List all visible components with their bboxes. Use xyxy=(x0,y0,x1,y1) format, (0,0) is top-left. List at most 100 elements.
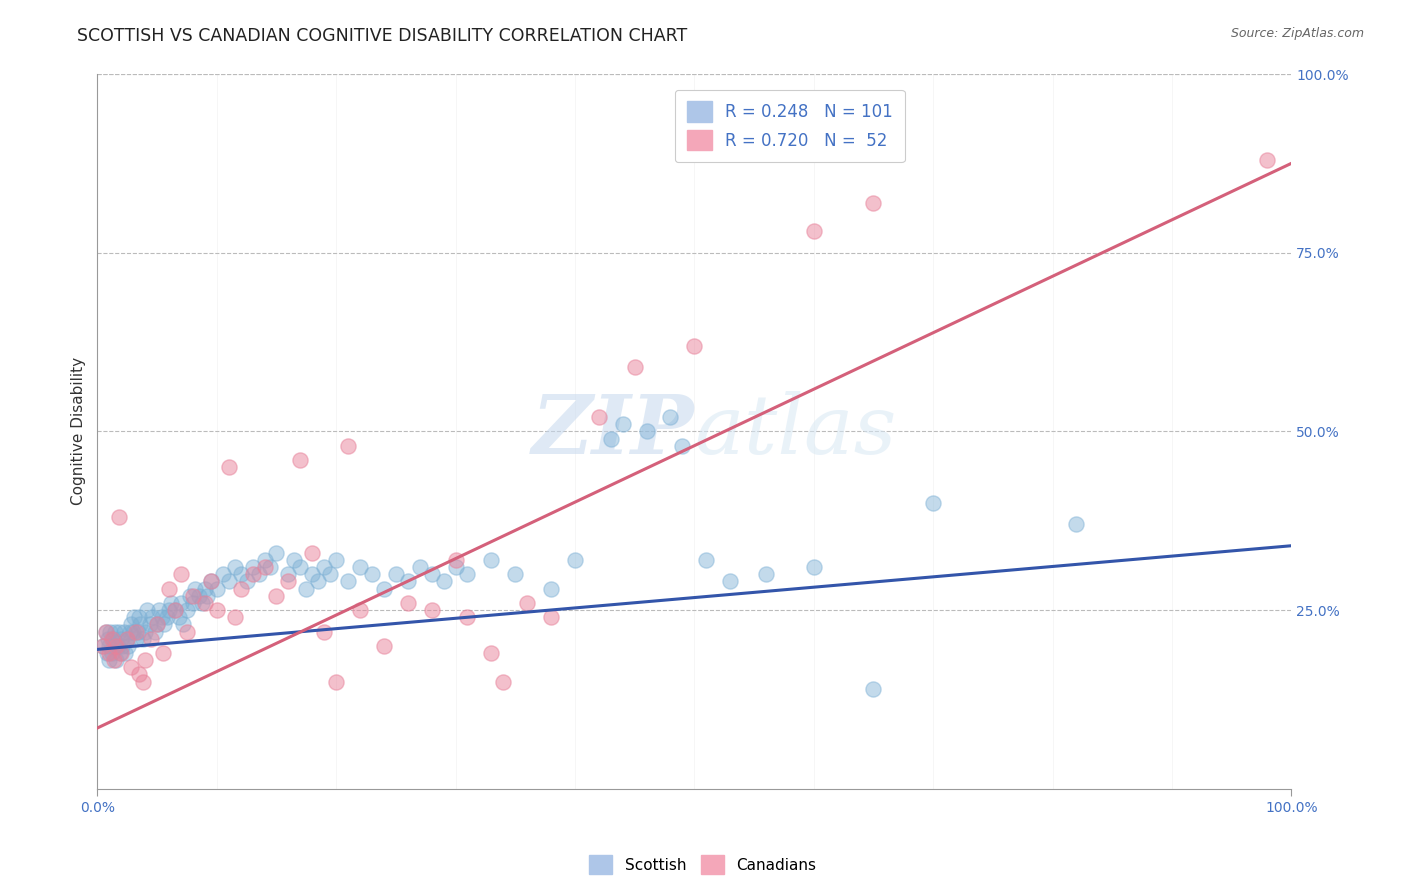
Point xyxy=(155,610,177,624)
Point xyxy=(146,617,169,632)
Text: SCOTTISH VS CANADIAN COGNITIVE DISABILITY CORRELATION CHART: SCOTTISH VS CANADIAN COGNITIVE DISABILIT… xyxy=(77,27,688,45)
Point xyxy=(132,632,155,646)
Point xyxy=(157,582,180,596)
Point xyxy=(540,610,562,624)
Point xyxy=(104,624,127,639)
Point xyxy=(143,624,166,639)
Point xyxy=(235,574,257,589)
Point xyxy=(124,610,146,624)
Point xyxy=(200,574,222,589)
Point xyxy=(277,574,299,589)
Point xyxy=(141,610,163,624)
Point xyxy=(319,567,342,582)
Point xyxy=(194,596,217,610)
Point xyxy=(108,510,131,524)
Point xyxy=(148,603,170,617)
Point xyxy=(100,624,122,639)
Point xyxy=(205,603,228,617)
Point xyxy=(132,674,155,689)
Point xyxy=(98,646,121,660)
Point xyxy=(94,624,117,639)
Point xyxy=(456,610,478,624)
Point xyxy=(277,567,299,582)
Point xyxy=(229,567,252,582)
Point xyxy=(718,574,741,589)
Point xyxy=(290,560,312,574)
Legend: Scottish, Canadians: Scottish, Canadians xyxy=(583,849,823,880)
Point xyxy=(139,632,162,646)
Point xyxy=(139,617,162,632)
Point xyxy=(224,560,246,574)
Point xyxy=(253,560,276,574)
Point xyxy=(114,646,136,660)
Point xyxy=(479,646,502,660)
Point xyxy=(301,546,323,560)
Point xyxy=(444,560,467,574)
Point xyxy=(266,589,288,603)
Point xyxy=(129,617,152,632)
Point xyxy=(181,589,204,603)
Point xyxy=(683,338,706,352)
Point xyxy=(242,560,264,574)
Point xyxy=(115,632,138,646)
Point xyxy=(211,567,233,582)
Point xyxy=(97,632,120,646)
Point xyxy=(153,617,176,632)
Y-axis label: Cognitive Disability: Cognitive Disability xyxy=(72,358,86,506)
Point xyxy=(117,639,139,653)
Point xyxy=(127,624,149,639)
Point xyxy=(588,410,610,425)
Point xyxy=(564,553,586,567)
Point xyxy=(755,567,778,582)
Point xyxy=(176,624,198,639)
Point xyxy=(101,632,124,646)
Point xyxy=(247,567,270,582)
Point xyxy=(200,574,222,589)
Point xyxy=(94,624,117,639)
Point xyxy=(172,617,194,632)
Point xyxy=(98,653,121,667)
Point xyxy=(314,624,336,639)
Point xyxy=(373,582,395,596)
Point xyxy=(100,632,122,646)
Point xyxy=(134,624,156,639)
Point xyxy=(516,596,538,610)
Point xyxy=(325,553,347,567)
Point xyxy=(349,603,371,617)
Point xyxy=(695,553,717,567)
Point xyxy=(181,596,204,610)
Text: ZIP: ZIP xyxy=(531,392,695,471)
Point xyxy=(456,567,478,582)
Point xyxy=(105,653,128,667)
Point xyxy=(1256,153,1278,167)
Point xyxy=(862,681,884,696)
Point xyxy=(110,646,132,660)
Point xyxy=(218,460,240,475)
Point xyxy=(91,639,114,653)
Text: Source: ZipAtlas.com: Source: ZipAtlas.com xyxy=(1230,27,1364,40)
Point xyxy=(124,624,146,639)
Point xyxy=(337,439,360,453)
Point xyxy=(301,567,323,582)
Point xyxy=(361,567,384,582)
Point xyxy=(922,496,945,510)
Point xyxy=(134,653,156,667)
Point xyxy=(118,624,141,639)
Point xyxy=(108,624,131,639)
Point xyxy=(803,224,825,238)
Point xyxy=(433,574,456,589)
Point xyxy=(205,582,228,596)
Point xyxy=(150,610,173,624)
Point xyxy=(307,574,329,589)
Point xyxy=(295,582,318,596)
Point xyxy=(128,610,150,624)
Point xyxy=(128,667,150,681)
Point xyxy=(108,646,131,660)
Point xyxy=(337,574,360,589)
Point xyxy=(120,660,142,674)
Point xyxy=(540,582,562,596)
Point xyxy=(176,603,198,617)
Point xyxy=(253,553,276,567)
Point xyxy=(290,453,312,467)
Point xyxy=(314,560,336,574)
